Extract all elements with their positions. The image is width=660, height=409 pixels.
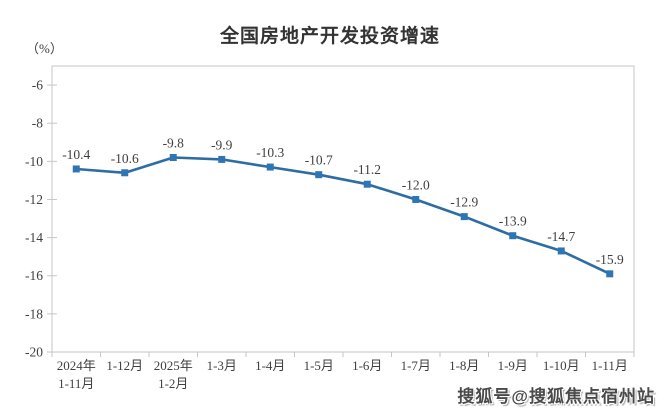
data-point-marker: [557, 247, 565, 255]
y-axis-tick-label: -8: [32, 116, 43, 131]
data-point-label: -9.8: [163, 136, 185, 151]
data-point-marker: [218, 155, 226, 163]
x-axis-label: 2024年: [57, 358, 96, 373]
data-point-label: -14.7: [547, 229, 575, 244]
y-axis-tick-label: -6: [32, 78, 43, 93]
data-point-label: -13.9: [499, 214, 527, 229]
x-axis-label: 1-10月: [543, 358, 580, 373]
data-point-marker: [509, 232, 517, 240]
y-axis-tick-label: -16: [25, 268, 43, 283]
x-axis-label: 1-7月: [401, 358, 431, 373]
y-axis-unit-label: （%）: [26, 41, 63, 56]
y-axis-tick-label: -20: [25, 345, 43, 360]
series-line: [75, 156, 612, 276]
x-axis-label: 1-5月: [304, 358, 334, 373]
x-axis-label: 1-4月: [255, 358, 285, 373]
data-point-marker: [363, 180, 371, 188]
data-point-marker: [121, 169, 129, 177]
y-axis-tick-label: -10: [25, 154, 43, 169]
data-point-label: -11.2: [353, 162, 381, 177]
y-axis-tick-label: -18: [25, 306, 43, 321]
data-point-label: -12.9: [450, 195, 478, 210]
data-point-marker: [412, 195, 420, 203]
data-point-label: -10.7: [305, 153, 333, 168]
y-axis-tick-label: -12: [25, 192, 43, 207]
data-point-marker: [315, 171, 323, 179]
x-axis-label: 1-11月: [592, 358, 628, 373]
data-point-label: -10.3: [256, 145, 284, 160]
data-point-label: -10.4: [62, 147, 90, 162]
chart-title: 全国房地产开发投资增速: [219, 26, 440, 47]
data-point-marker: [72, 165, 80, 173]
data-point-marker: [460, 213, 468, 221]
x-axis-label: 1-6月: [352, 358, 382, 373]
x-axis-label: 1-8月: [449, 358, 479, 373]
data-point-label: -9.9: [211, 137, 233, 152]
data-point-marker: [266, 163, 274, 171]
data-point-label: -15.9: [596, 252, 624, 267]
x-axis-label: 1-2月: [158, 376, 188, 391]
plot-area-border: [51, 65, 635, 353]
x-axis-label: 1-11月: [58, 376, 94, 391]
y-axis-tick-label: -14: [25, 230, 43, 245]
x-axis-label: 1-9月: [498, 358, 528, 373]
x-axis-label: 2025年: [154, 358, 193, 373]
x-axis-label: 1-12月: [106, 358, 143, 373]
x-axis-label: 1-3月: [207, 358, 237, 373]
data-point-label: -10.6: [111, 151, 139, 166]
data-point-marker: [606, 270, 614, 278]
data-point-marker: [169, 154, 177, 162]
watermark: 搜狐号@搜狐焦点宿州站: [457, 387, 655, 406]
data-point-label: -12.0: [402, 177, 430, 192]
